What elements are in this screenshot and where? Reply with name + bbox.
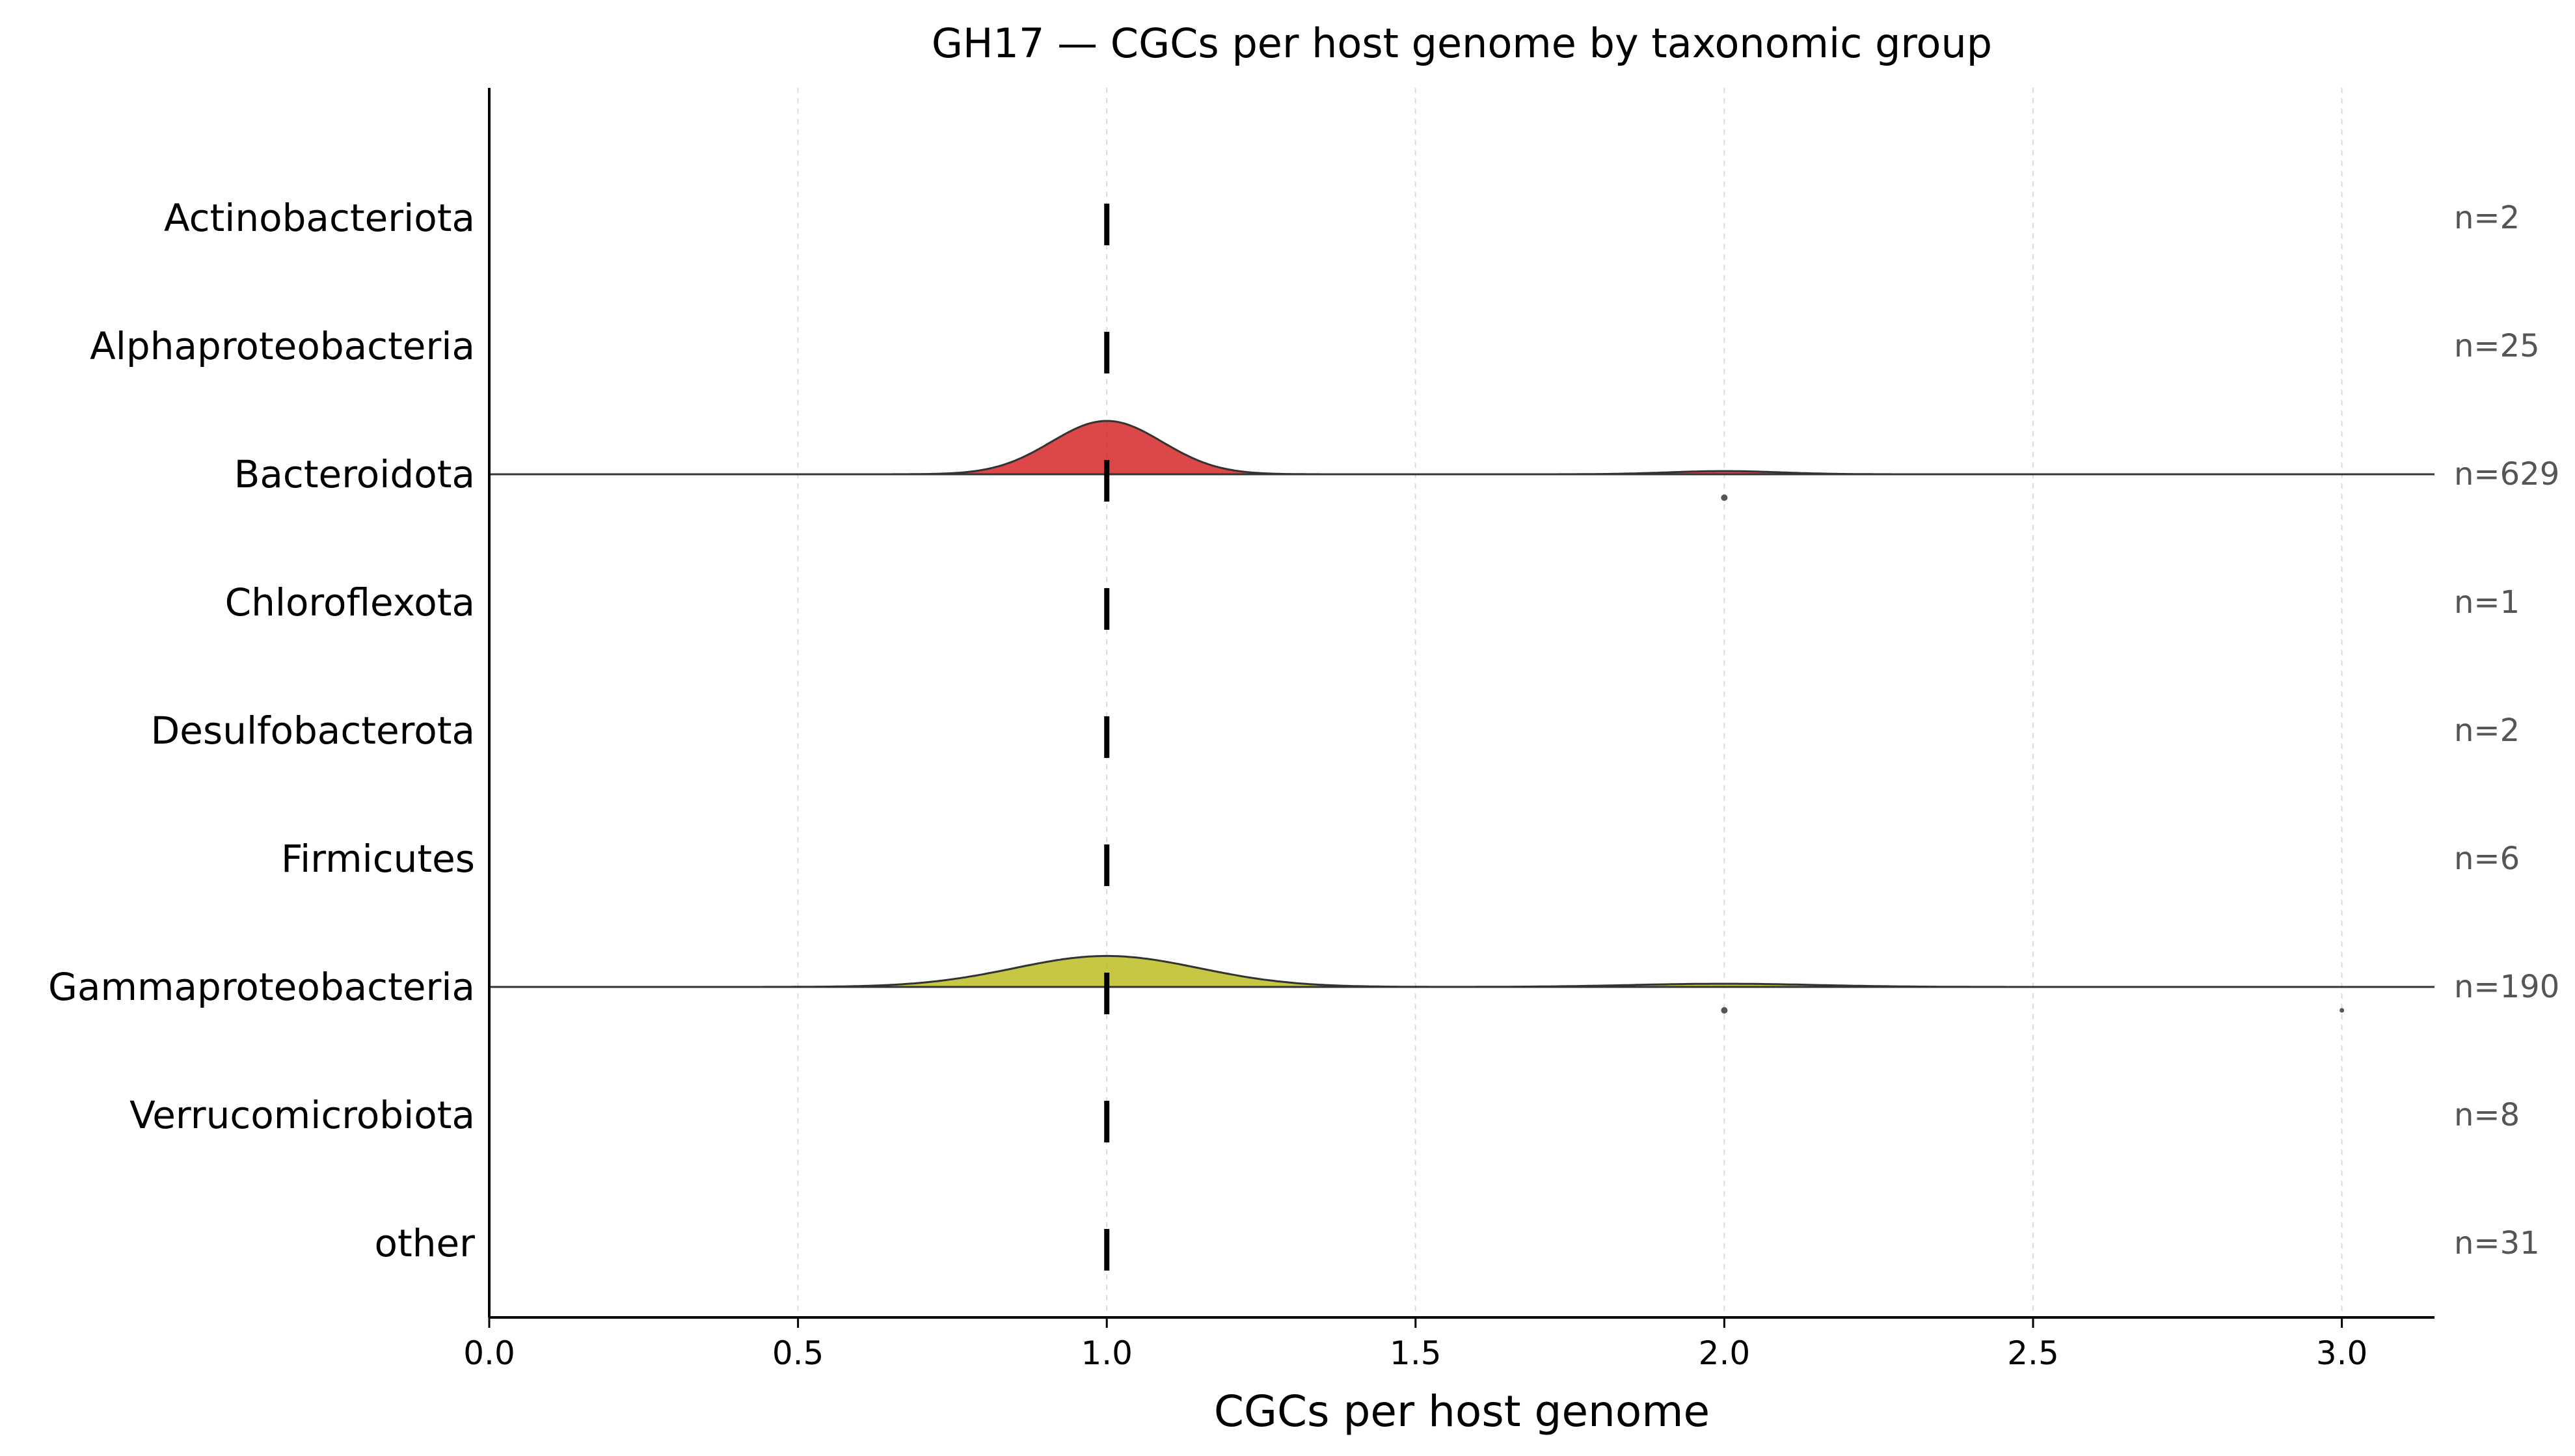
x-tick-label: 1.0 — [1081, 1334, 1133, 1372]
n-label: n=1 — [2454, 584, 2520, 621]
y-tick-label: other — [374, 1221, 475, 1265]
outliers — [1721, 494, 2345, 1014]
y-tick-label: Actinobacteriota — [164, 196, 475, 240]
outlier-point — [1721, 494, 1728, 501]
n-label: n=6 — [2454, 841, 2520, 877]
outlier-point — [2339, 1008, 2345, 1013]
axes — [488, 88, 2434, 1319]
x-tick-label: 3.0 — [2316, 1334, 2368, 1372]
ridges — [489, 420, 2434, 988]
y-tick-label: Gammaproteobacteria — [48, 965, 475, 1009]
x-tick-label: 0.0 — [463, 1334, 515, 1372]
n-label: n=2 — [2454, 712, 2520, 749]
ridge-gammaproteobacteria — [489, 954, 2434, 988]
gridlines — [797, 88, 2343, 1317]
chart-title: GH17 — CGCs per host genome by taxonomic… — [932, 20, 1992, 67]
y-tick-label: Firmicutes — [281, 837, 475, 881]
y-tick-label: Desulfobacterota — [151, 708, 475, 753]
x-axis-label: CGCs per host genome — [1214, 1386, 1710, 1436]
y-tick-label: Verrucomicrobiota — [129, 1093, 475, 1137]
n-labels: n=2 n=25 n=629 n=1 n=2 n=6 n=190 n=8 n=31 — [2454, 200, 2559, 1261]
ridge-bacteroidota — [489, 420, 2434, 476]
n-label: n=190 — [2454, 969, 2559, 1005]
y-tick-label: Alphaproteobacteria — [90, 324, 475, 368]
x-tick-label: 2.5 — [2007, 1334, 2059, 1372]
n-label: n=25 — [2454, 328, 2540, 364]
y-tick-labels: Actinobacteriota Alphaproteobacteria Bacte… — [48, 196, 475, 1265]
x-tick-label: 2.0 — [1699, 1334, 1751, 1372]
x-ticks: 0.0 0.5 1.0 1.5 2.0 2.5 3.0 — [463, 1317, 2367, 1372]
outlier-point — [1721, 1007, 1728, 1014]
n-label: n=629 — [2454, 456, 2559, 492]
n-label: n=8 — [2454, 1097, 2520, 1133]
y-tick-label: Bacteroidota — [234, 452, 475, 496]
x-tick-label: 1.5 — [1390, 1334, 1442, 1372]
y-tick-label: Chloroflexota — [225, 580, 475, 625]
n-label: n=2 — [2454, 200, 2520, 236]
n-label: n=31 — [2454, 1225, 2540, 1261]
x-tick-label: 0.5 — [772, 1334, 824, 1372]
